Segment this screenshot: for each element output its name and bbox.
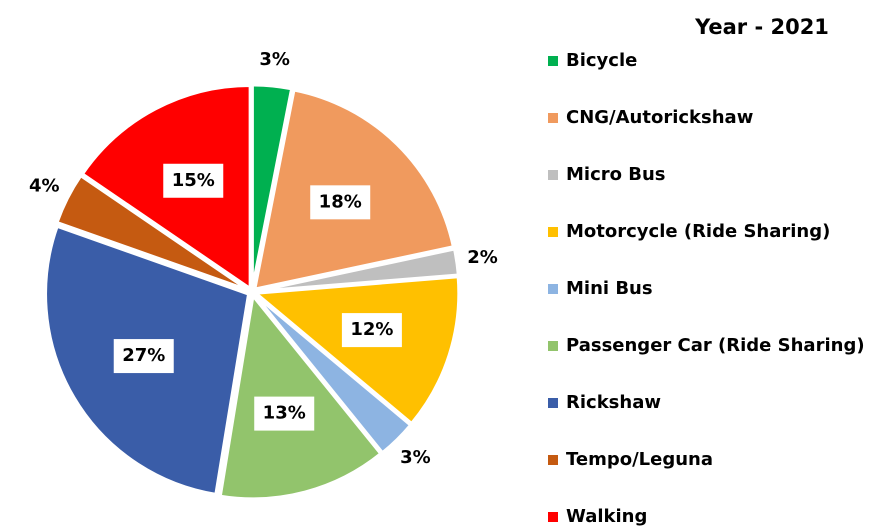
legend-swatch — [548, 398, 558, 408]
pie-slice — [55, 173, 250, 292]
legend-label: Walking — [566, 506, 647, 527]
value-label: 15% — [172, 170, 215, 191]
value-label: 18% — [319, 191, 362, 212]
value-label: 3% — [400, 447, 431, 468]
legend-swatch — [548, 455, 558, 465]
legend-swatch — [548, 227, 558, 237]
legend-label: Bicycle — [566, 50, 637, 71]
value-label: 4% — [29, 176, 60, 197]
legend-swatch — [548, 341, 558, 351]
legend-label: CNG/Autorickshaw — [566, 107, 753, 128]
chart-title: Year - 2021 — [694, 15, 829, 39]
legend-swatch — [548, 56, 558, 66]
value-label: 3% — [259, 49, 290, 70]
legend-label: Tempo/Leguna — [566, 449, 713, 470]
legend-label: Passenger Car (Ride Sharing) — [566, 335, 865, 356]
pie-slice — [252, 275, 461, 426]
label-box — [341, 313, 402, 348]
value-label: 27% — [122, 345, 165, 366]
legend-label: Micro Bus — [566, 164, 666, 185]
legend-swatch — [548, 512, 558, 522]
label-box — [310, 185, 371, 220]
legend-label: Motorcycle (Ride Sharing) — [566, 221, 830, 242]
legend-swatch — [548, 113, 558, 123]
legend-label: Rickshaw — [566, 392, 661, 413]
legend-swatch — [548, 284, 558, 294]
pie-slice — [253, 293, 413, 455]
label-box — [113, 339, 174, 374]
pie-slice — [250, 83, 294, 289]
legend-label: Mini Bus — [566, 278, 653, 299]
value-label: 12% — [350, 319, 393, 340]
pie-slice — [255, 247, 460, 293]
value-label: 2% — [467, 247, 498, 268]
legend-swatch — [548, 170, 558, 180]
label-box — [163, 163, 224, 198]
value-label: 13% — [263, 403, 306, 424]
label-box — [254, 396, 315, 431]
